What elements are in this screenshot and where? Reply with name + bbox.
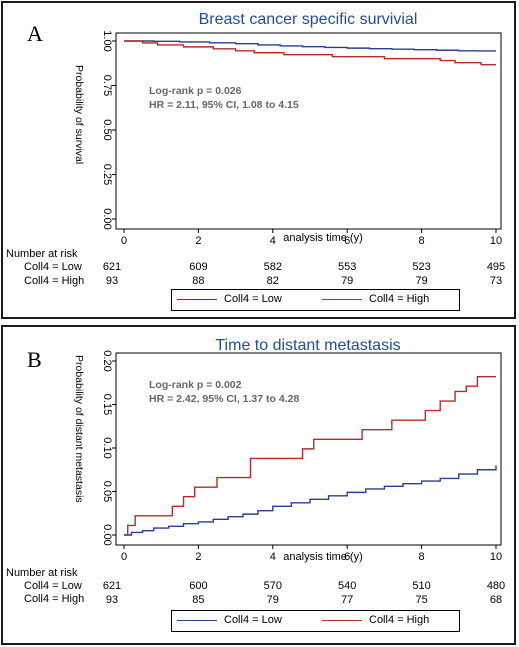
risk-value-low-b: 480 [486,580,506,592]
risk-value-low-b: 600 [189,580,208,592]
risk-value-high-a: 88 [192,275,205,287]
x-tick-label-a: 8 [419,235,425,247]
x-tick-label-a: 4 [270,235,276,247]
series-line-high-a [124,40,496,66]
risk-value-low-b: 510 [412,580,431,592]
logrank-annotation-b: Log-rank p = 0.002 [149,379,242,391]
y-tick-label-b: 0.15 [101,394,113,415]
panel-letter-b: B [27,347,42,372]
plot-area-a: 0.00 0.25 0.50 0.75 1.00 0 2 4 6 8 10 [101,30,502,247]
risk-value-high-a: 79 [415,275,428,287]
risk-value-low-a: 621 [102,261,122,273]
x-tick-label-b: 2 [195,551,201,563]
hr-annotation-a: HR = 2.11, 95% CI, 1.08 to 4.15 [149,99,299,111]
series-line-high-b [124,375,496,536]
legend-a: Coll4 = Low Coll4 = High [171,289,460,311]
risk-value-high-b: 85 [192,594,205,606]
risk-value-low-a: 609 [189,261,208,273]
risk-value-high-a: 93 [105,275,119,287]
hr-annotation-b: HR = 2.42, 95% CI, 1.37 to 4.28 [149,393,300,405]
x-tick-label-a: 0 [121,235,127,247]
risk-value-low-a: 553 [338,261,357,273]
risk-value-low-b: 570 [263,580,282,592]
risk-value-high-b: 75 [415,594,428,606]
panel-b: B Time to distant metastasis Probability… [1,325,516,645]
risk-header-a: Number at risk [6,248,78,260]
risk-value-high-a: 82 [266,275,279,287]
y-tick-label-a: 0.00 [101,208,113,229]
y-tick-label-a: 0.75 [101,75,113,96]
x-tick-label-a: 6 [344,235,350,247]
risk-label-low-b: Coll4 = Low [24,580,82,592]
x-tick-label-b: 8 [419,551,425,563]
x-axis-label-b: analysis time (y) [283,551,363,563]
risk-label-high-a: Coll4 = High [24,275,85,287]
risk-label-low-a: Coll4 = Low [24,261,82,273]
legend-line-high-b [322,620,362,621]
risk-value-high-a: 73 [489,275,503,287]
risk-value-high-b: 93 [105,594,119,606]
legend-line-low-a [177,299,217,300]
risk-label-high-b: Coll4 = High [24,593,85,605]
x-tick-label-b: 10 [490,551,502,563]
y-tick-label-a: 1.00 [101,30,113,51]
y-tick-label-a: 0.25 [101,164,113,185]
x-tick-label-a: 2 [195,235,201,247]
legend-label-high-a: Coll4 = High [369,293,430,305]
series-line-low-a [124,40,496,52]
chart-title-a: Breast cancer specific survivial [198,11,418,28]
legend-line-low-b [177,620,217,621]
panel-letter-a: A [27,21,43,46]
x-tick-label-b: 0 [121,551,127,563]
x-axis-label-a: analysis time (y) [283,232,363,244]
x-tick-label-b: 4 [270,551,276,563]
logrank-annotation-a: Log-rank p = 0.026 [149,85,242,97]
plot-frame-b [115,352,502,546]
legend-line-high-a [322,299,362,300]
legend-label-low-b: Coll4 = Low [224,614,282,626]
x-tick-label-b: 6 [344,551,350,563]
x-tick-label-a: 10 [490,235,502,247]
legend-b: Coll4 = Low Coll4 = High [171,610,460,632]
risk-value-high-b: 68 [489,594,503,606]
panel-a: A Breast cancer specific survivial Proba… [1,1,516,319]
risk-value-high-b: 79 [266,594,279,606]
chart-title-b: Time to distant metastasis [215,337,401,354]
risk-value-low-b: 540 [338,580,357,592]
y-tick-label-b: 0.10 [101,437,113,458]
plot-frame-a [115,32,502,230]
plot-area-b: 0.00 0.05 0.10 0.15 0.20 0 2 4 6 8 10 [101,350,502,563]
series-line-low-b [124,465,497,536]
risk-value-low-b: 621 [102,580,122,592]
risk-value-low-a: 582 [263,261,282,273]
y-tick-label-b: 0.05 [101,481,113,502]
risk-header-b: Number at risk [6,567,78,579]
risk-value-high-b: 77 [341,594,354,606]
y-tick-label-b: 0.20 [101,350,113,371]
risk-value-high-a: 79 [341,275,354,287]
risk-value-low-a: 523 [412,261,431,273]
y-tick-label-a: 0.50 [101,119,113,140]
legend-label-high-b: Coll4 = High [369,614,430,626]
y-tick-label-b: 0.00 [101,524,113,545]
legend-label-low-a: Coll4 = Low [224,293,282,305]
risk-value-low-a: 495 [486,261,506,273]
